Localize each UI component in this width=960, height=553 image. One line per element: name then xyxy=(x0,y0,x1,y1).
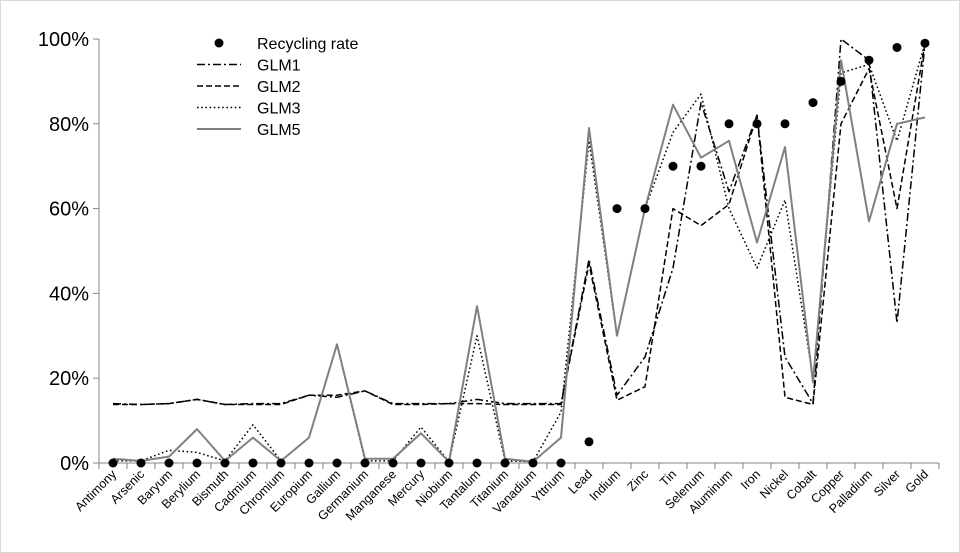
data-point xyxy=(752,119,762,129)
data-point xyxy=(136,458,146,468)
data-point xyxy=(556,458,566,468)
legend-label: GLM3 xyxy=(257,101,301,118)
data-point xyxy=(388,458,398,468)
y-tick-label: 40% xyxy=(49,283,89,305)
data-point xyxy=(780,119,790,129)
series-layer xyxy=(112,38,926,463)
data-point xyxy=(696,161,706,171)
data-point xyxy=(304,458,314,468)
x-tick-label: Gold xyxy=(903,467,932,496)
data-point xyxy=(836,76,846,86)
data-point xyxy=(864,55,874,65)
data-point xyxy=(192,458,202,468)
series-line-glm2 xyxy=(113,43,926,406)
x-tick-label: Silver xyxy=(871,467,903,499)
data-point xyxy=(108,458,118,468)
y-tick-label: 80% xyxy=(49,114,89,136)
series-line-glm3 xyxy=(113,42,926,463)
data-point xyxy=(668,161,678,171)
y-tick-label: 100% xyxy=(38,29,89,51)
x-tick-label: Indium xyxy=(587,467,623,503)
data-point xyxy=(360,458,370,468)
data-point xyxy=(724,119,734,129)
data-point xyxy=(220,458,230,468)
series-line-glm5 xyxy=(112,59,926,463)
legend-label: GLM1 xyxy=(257,58,301,75)
data-point xyxy=(416,458,426,468)
data-point xyxy=(808,98,818,108)
data-point xyxy=(500,458,510,468)
y-tick-label: 60% xyxy=(49,199,89,221)
data-point xyxy=(444,458,454,468)
x-tick-label: Tin xyxy=(657,467,679,489)
data-point xyxy=(528,458,538,468)
data-point xyxy=(164,458,174,468)
data-point xyxy=(640,204,650,214)
marker-layer xyxy=(108,38,930,468)
data-point xyxy=(612,204,622,214)
data-point xyxy=(472,458,482,468)
axes: 0%20%40%60%80%100%AntimonyArsenicBaryumB… xyxy=(38,29,940,523)
x-tick-label: Zinc xyxy=(625,467,652,494)
data-point xyxy=(584,437,594,447)
x-tick-label: Yttrium xyxy=(529,467,567,505)
legend-marker xyxy=(214,38,224,48)
legend: Recycling rate GLM1 GLM2 GLM3 GLM5 xyxy=(197,36,358,139)
y-tick-label: 20% xyxy=(49,368,89,390)
y-tick-label: 0% xyxy=(60,453,89,475)
data-point xyxy=(276,458,286,468)
series-line-glm1 xyxy=(112,38,926,406)
legend-label: GLM2 xyxy=(257,79,301,96)
data-point xyxy=(248,458,258,468)
legend-label: GLM5 xyxy=(257,122,301,139)
data-point xyxy=(892,42,902,52)
data-point xyxy=(920,38,930,48)
legend-label: Recycling rate xyxy=(257,36,358,53)
data-point xyxy=(332,458,342,468)
